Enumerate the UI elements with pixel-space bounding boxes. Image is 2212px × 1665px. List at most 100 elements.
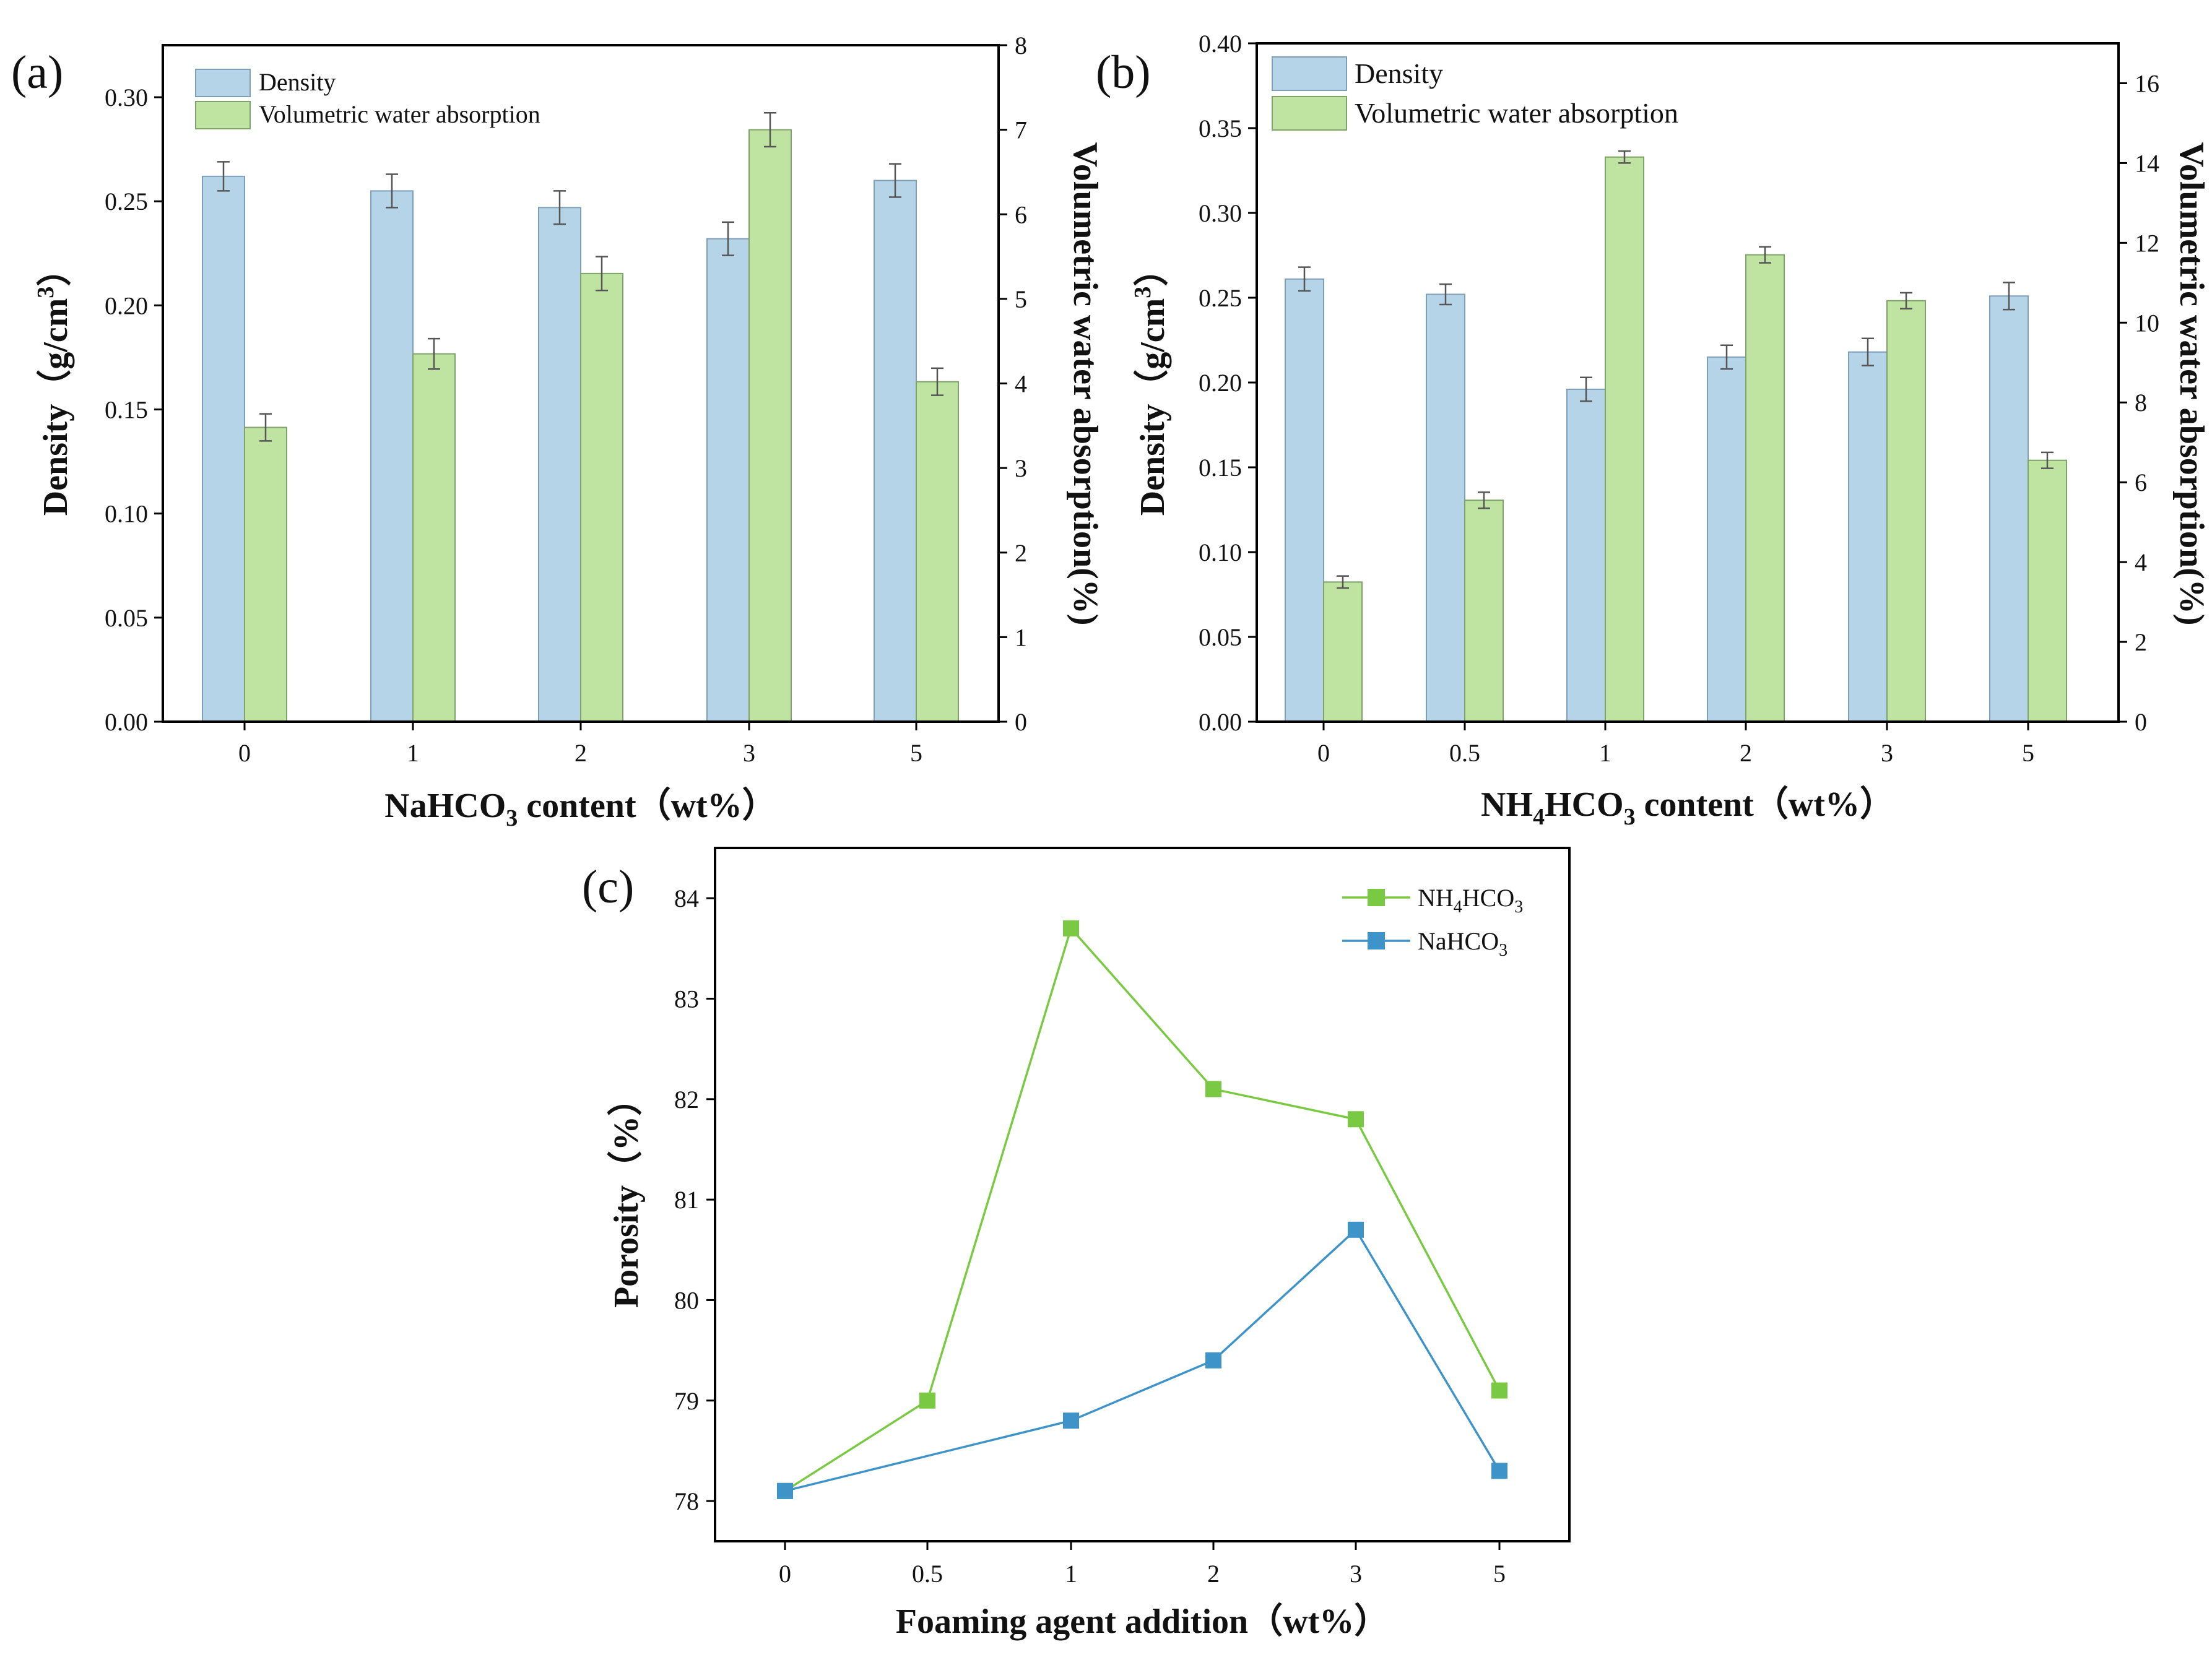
panel-a-x-axis-title: NaHCO3 content（wt%）: [384, 786, 776, 831]
panel-a-error-bar-volumetric-water-absorption-5: [931, 367, 943, 396]
panel-b-left-tick-label: 0.05: [1199, 623, 1242, 651]
panel-a-bar-density-2: [538, 207, 581, 722]
panel-c-point-nahco3-3: [1348, 1221, 1364, 1238]
panel-a-bar-volumetric-water-absorption-3: [748, 129, 792, 722]
panel-a-error-bars: [217, 112, 943, 442]
panel-a-x-ticks: 0 1 2 3 5: [238, 722, 922, 767]
panel-b-error-bar-volumetric-water-absorption-3: [1900, 292, 1912, 309]
panel-b-bar-density-1: [1566, 388, 1606, 722]
panel-b-right-tick-label: 2: [2135, 628, 2147, 656]
panel-b-right-tick-label: 14: [2135, 149, 2159, 177]
panel-a-error-bar-density-5: [889, 163, 901, 198]
panel-a-error-bar-density-3: [722, 221, 734, 256]
panel-a-legend-swatch-density: [195, 69, 251, 97]
panel-b-error-bar-volumetric-water-absorption-0: [1337, 575, 1349, 589]
panel-c-point-nahco3-5: [1491, 1463, 1507, 1479]
panel-c-x-ticks: 0 0.5 1 2 3 5: [779, 1541, 1506, 1588]
panel-b-error-bar-volumetric-water-absorption-2: [1759, 246, 1771, 264]
panel-b-error-bar-volumetric-water-absorption-5: [2041, 451, 2054, 469]
panel-b-legend-absorption: Volumetric water absorption: [1355, 97, 1678, 129]
panel-a-left-tick-label: 0.20: [105, 292, 148, 319]
panel-a-right-tick-label: 5: [1015, 285, 1027, 313]
panel-c-y-ticks: 78 79 80 81 82 83 84: [674, 884, 715, 1515]
panel-b-right-tick-label: 16: [2135, 69, 2159, 97]
panel-a-bar-volumetric-water-absorption-5: [916, 381, 959, 722]
panel-b-left-axis-title: Density（g/cm3）: [1130, 252, 1172, 516]
panel-b-error-bar-density-0-5: [1439, 283, 1452, 306]
panel-c-x-tick-label: 5: [1493, 1560, 1506, 1588]
panel-a-error-bar-density-1: [386, 173, 398, 209]
panel-a-right-tick-label: 7: [1015, 116, 1027, 144]
panel-a-right-tick-label: 8: [1015, 32, 1027, 59]
panel-b-x-tick-label: 2: [1740, 739, 1752, 767]
panel-a-bar-density-3: [706, 238, 750, 722]
panel-b-left-tick-label: 0.40: [1199, 30, 1242, 58]
panel-b-right-tick-label: 8: [2135, 389, 2147, 417]
panel-b-bar-volumetric-water-absorption-5: [2028, 459, 2067, 722]
panel-b-right-axis-title: Volumetric water absorption(%): [2172, 142, 2211, 626]
panel-b-right-tick-label: 10: [2135, 309, 2159, 337]
panel-a-x-tick-label: 1: [407, 739, 419, 767]
panel-a-left-tick-label: 0.05: [105, 604, 148, 632]
panel-b-bar-density-3: [1848, 351, 1888, 722]
panel-a-bar-density-0: [202, 175, 245, 722]
panel-a-error-bar-volumetric-water-absorption-2: [596, 256, 608, 292]
panel-b-bar-density-5: [1989, 295, 2029, 722]
panel-a: (a) 0.00 0.05 0.10 0.15 0.20 0.25 0.30 0 1 2 3 4 5 6…: [11, 32, 1104, 831]
panel-b-x-axis-title: NH4HCO3 content（wt%）: [1481, 785, 1894, 830]
panel-b-error-bars: [1298, 150, 2054, 589]
panel-a-bar-volumetric-water-absorption-0: [244, 426, 287, 722]
panel-c-point-nh4hco3-3: [1348, 1111, 1364, 1128]
panel-b-bar-density-0: [1285, 278, 1324, 722]
panel-c-legend-nh4hco3: NH4HCO3: [1418, 884, 1523, 917]
panel-b-legend-swatch-density: [1272, 56, 1347, 91]
panel-b-x-tick-label: 5: [2022, 739, 2034, 767]
panel-a-right-tick-label: 2: [1015, 539, 1027, 567]
panel-c-line-nh4hco3: [784, 926, 1501, 1492]
panel-a-x-tick-label: 5: [910, 739, 922, 767]
panel-a-bar-density-5: [874, 179, 917, 723]
panel-b-bar-volumetric-water-absorption-1: [1605, 156, 1644, 723]
panel-b-right-tick-label: 4: [2135, 548, 2147, 576]
panel-b-left-ticks: 0.00 0.05 0.10 0.15 0.20 0.25 0.30 0.35 0.40: [1199, 30, 1257, 736]
panel-c-legend-marker-nahco3: [1368, 932, 1385, 949]
panel-a-right-tick-label: 0: [1015, 708, 1027, 736]
panel-b-x-tick-label: 1: [1599, 739, 1611, 767]
panel-b-right-ticks: 0 2 4 6 8 10 12 14 16: [2119, 69, 2159, 736]
panel-a-left-tick-label: 0.30: [105, 84, 148, 111]
panel-a-error-bar-volumetric-water-absorption-1: [428, 337, 440, 370]
panel-a-left-axis-title: Density（g/cm3）: [33, 252, 75, 516]
panel-c-x-tick-label: 3: [1350, 1560, 1362, 1588]
panel-c-y-tick-label: 78: [674, 1487, 699, 1515]
panel-c-y-axis-title: Porosity（%）: [607, 1081, 646, 1308]
panel-c-point-nahco3-2: [1205, 1352, 1221, 1369]
panel-a-x-tick-label: 0: [238, 739, 251, 767]
panel-c-x-tick-label: 0: [779, 1560, 791, 1588]
panel-c-y-tick-label: 81: [674, 1186, 699, 1214]
panel-b-legend-swatch-absorption: [1272, 96, 1347, 131]
panel-b-bar-density-2: [1707, 356, 1746, 722]
panel-c-y-tick-label: 80: [674, 1286, 699, 1314]
panel-a-bar-volumetric-water-absorption-2: [580, 272, 623, 722]
panel-a-legend-density: Density: [259, 68, 336, 96]
panel-c-point-nahco3-1: [1063, 1412, 1079, 1429]
panel-b-bar-volumetric-water-absorption-0-5: [1464, 500, 1504, 722]
panel-c-x-axis-title: Foaming agent addition（wt%）: [896, 1602, 1389, 1641]
panel-c-y-tick-label: 83: [674, 985, 699, 1013]
panel-b-error-bar-density-5: [2003, 282, 2015, 311]
panel-a-right-tick-label: 1: [1015, 623, 1027, 651]
panel-b-bar-volumetric-water-absorption-0: [1323, 581, 1363, 723]
panel-b-right-tick-label: 6: [2135, 469, 2147, 496]
panel-b-legend-density: Density: [1355, 58, 1443, 89]
panel-c-legend-nahco3: NaHCO3: [1418, 927, 1507, 960]
panel-b-x-ticks: 0 0.5 1 2 3 5: [1317, 722, 2034, 767]
panel-b-bar-density-0-5: [1426, 293, 1465, 722]
panel-c-y-tick-label: 84: [674, 884, 699, 912]
panel-a-right-tick-label: 6: [1015, 201, 1027, 228]
panel-b-left-tick-label: 0.10: [1199, 538, 1242, 566]
panel-a-x-tick-label: 2: [575, 739, 587, 767]
panel-b-left-tick-label: 0.00: [1199, 708, 1242, 736]
panel-c-x-tick-label: 1: [1065, 1560, 1077, 1588]
panel-b-left-tick-label: 0.35: [1199, 115, 1242, 142]
panel-a-right-ticks: 0 1 2 3 4 5 6 7 8: [999, 32, 1027, 736]
